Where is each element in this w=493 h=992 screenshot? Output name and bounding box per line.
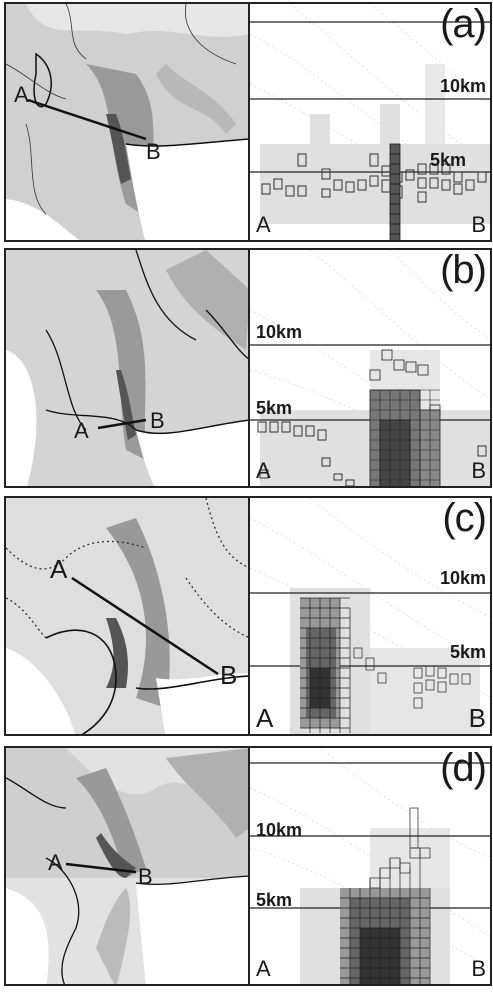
map-point-b: B	[150, 408, 165, 434]
map-point-a: A	[14, 82, 29, 108]
section-start-a: A	[256, 703, 273, 734]
altitude-5km-label: 5km	[256, 890, 292, 911]
altitude-5km-label: 5km	[256, 398, 292, 419]
map-point-a: A	[48, 850, 63, 876]
panel-label: (b)	[440, 250, 486, 293]
altitude-10km-label: 10km	[440, 568, 486, 589]
cross-section-c: (c) 10km 5km A B	[250, 498, 490, 734]
map-point-b: B	[146, 139, 161, 165]
altitude-10km-label: 10km	[440, 76, 486, 97]
radar-map-d-graphic	[6, 748, 250, 984]
map-point-a: A	[50, 554, 67, 585]
radar-map-c: A B	[6, 498, 250, 734]
cross-section-a: (a) 10km 5km A B	[250, 4, 490, 240]
altitude-10km-label: 10km	[256, 820, 302, 841]
cross-section-b: (b) 10km 5km A B	[250, 250, 490, 486]
section-end-b: B	[471, 458, 486, 484]
section-start-a: A	[256, 956, 271, 982]
section-start-a: A	[256, 212, 271, 238]
radar-map-b: A B	[6, 250, 250, 486]
panel-label: (c)	[442, 498, 486, 541]
altitude-5km-label: 5km	[430, 150, 466, 171]
map-point-a: A	[74, 418, 89, 444]
radar-map-a-graphic	[6, 4, 250, 240]
panel-label: (a)	[440, 4, 486, 47]
map-point-b: B	[220, 660, 237, 691]
radar-map-c-graphic	[6, 498, 250, 734]
section-end-b: B	[471, 212, 486, 238]
radar-map-d: A B	[6, 748, 250, 984]
radar-map-a: A B	[6, 4, 250, 240]
panel-b: A B	[4, 248, 492, 488]
panel-a: A B	[4, 2, 492, 242]
section-end-b: B	[471, 956, 486, 982]
section-start-a: A	[256, 458, 271, 484]
altitude-10km-label: 10km	[256, 322, 302, 343]
section-end-b: B	[469, 703, 486, 734]
panel-label: (d)	[440, 748, 486, 791]
altitude-5km-label: 5km	[450, 642, 486, 663]
panel-d: A B (d) 1	[4, 746, 492, 986]
cross-section-d: (d) 10km 5km A B	[250, 748, 490, 984]
panel-c: A B	[4, 496, 492, 736]
map-point-b: B	[138, 864, 153, 890]
radar-map-b-graphic	[6, 250, 250, 486]
